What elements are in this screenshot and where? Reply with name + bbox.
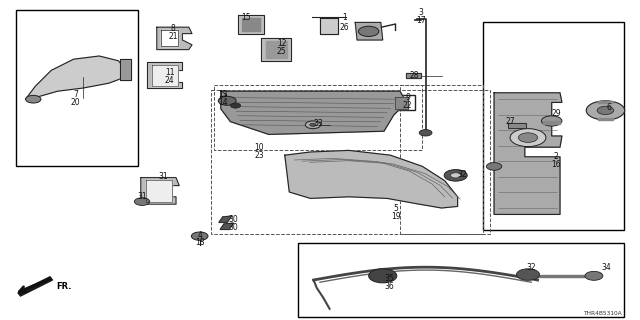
Text: 23: 23 [254,151,264,160]
Text: THR4B5310A: THR4B5310A [583,311,622,316]
Circle shape [510,129,546,147]
Text: 32: 32 [526,263,536,272]
Text: 24: 24 [164,76,175,84]
Text: 20: 20 [70,98,81,107]
Text: 11: 11 [165,68,174,76]
Text: 31: 31 [158,172,168,180]
Polygon shape [534,275,585,277]
Polygon shape [18,277,52,296]
Polygon shape [266,41,287,58]
Text: 16: 16 [550,160,561,169]
Circle shape [585,271,603,280]
Text: 21: 21 [168,32,177,41]
Polygon shape [161,30,178,46]
Bar [298,243,624,317]
Circle shape [191,232,208,240]
Text: 18: 18 [195,238,204,247]
Bar [483,22,624,230]
Polygon shape [141,178,179,204]
Polygon shape [598,101,613,103]
Polygon shape [152,65,178,86]
Text: 6: 6 [607,103,612,112]
Circle shape [369,269,397,283]
Circle shape [486,163,502,170]
Text: 8: 8 [170,24,175,33]
Text: 29: 29 [552,109,562,118]
Polygon shape [508,123,526,128]
Text: 33: 33 [314,119,324,128]
Text: 15: 15 [241,13,252,22]
Text: 35: 35 [384,274,394,283]
Polygon shape [220,223,234,229]
Text: 2: 2 [553,152,558,161]
Text: 26: 26 [339,23,349,32]
Text: 28: 28 [410,71,419,80]
Bar [400,85,483,234]
Polygon shape [598,118,613,120]
Polygon shape [238,15,264,34]
Text: 19: 19 [390,212,401,220]
Polygon shape [494,93,562,214]
Circle shape [218,96,236,105]
Text: 30: 30 [228,223,239,232]
Polygon shape [320,18,338,34]
Bar [214,85,422,150]
Circle shape [230,103,241,108]
Text: 4: 4 [197,231,202,240]
Text: 22: 22 [403,101,412,110]
Text: 36: 36 [384,282,394,291]
Polygon shape [147,62,182,88]
Circle shape [305,121,321,129]
Text: 14: 14 [218,98,228,107]
Circle shape [444,170,467,181]
Circle shape [516,269,540,280]
Text: 7: 7 [73,90,78,99]
Text: 32: 32 [457,170,467,179]
Polygon shape [285,150,458,208]
Circle shape [310,123,316,126]
Circle shape [358,26,379,36]
Circle shape [586,101,625,120]
Text: 25: 25 [276,47,287,56]
Circle shape [451,173,461,178]
Text: 12: 12 [277,39,286,48]
Circle shape [597,106,614,115]
Text: 34: 34 [602,263,612,272]
Polygon shape [157,27,192,50]
Polygon shape [355,22,383,40]
Circle shape [518,133,538,142]
Polygon shape [26,56,125,99]
Circle shape [134,198,150,205]
Text: 5: 5 [393,204,398,212]
Bar [16,10,138,166]
Polygon shape [120,59,131,80]
Polygon shape [242,18,260,31]
Bar [392,95,415,110]
Text: FR.: FR. [56,282,72,291]
Circle shape [541,116,562,126]
Polygon shape [146,180,172,202]
Polygon shape [406,73,421,78]
Text: 13: 13 [218,90,228,99]
Text: 31: 31 [137,192,147,201]
Circle shape [419,130,432,136]
Text: 9: 9 [405,93,410,102]
Text: 30: 30 [228,215,239,224]
Text: 27: 27 [506,117,516,126]
Circle shape [26,95,41,103]
Polygon shape [221,91,406,134]
Polygon shape [219,216,232,222]
Text: 1: 1 [342,13,347,22]
Text: 17: 17 [416,16,426,25]
Text: 3: 3 [419,8,424,17]
Polygon shape [395,97,408,109]
Polygon shape [543,121,560,124]
Text: 10: 10 [254,143,264,152]
Polygon shape [261,38,291,61]
Bar [211,90,490,234]
